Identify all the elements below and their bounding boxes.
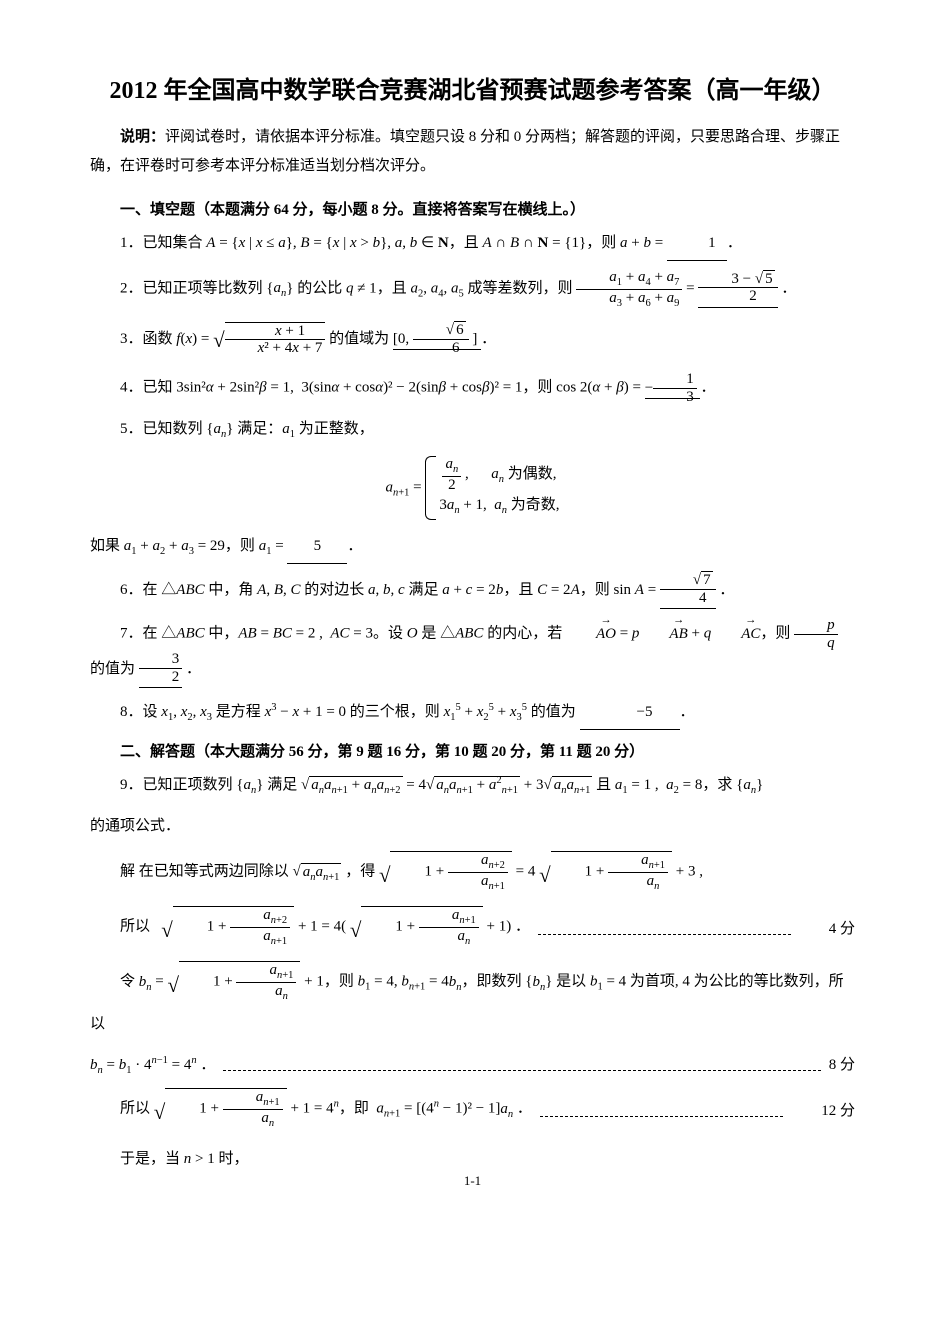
page-container: 2012 年全国高中数学联合竞赛湖北省预赛试题参考答案（高一年级） 说明：评阅试… xyxy=(0,0,945,1214)
problem-3: 3．函数 f(x) = √ x + 1 x² + 4x + 7 的值域为 [0,… xyxy=(90,317,855,363)
p6-answer: √7 4 xyxy=(660,572,716,609)
problem-5: 5．已知数列 {an} 满足：a1 为正整数， xyxy=(90,413,855,446)
p2-answer: 3 − √5 2 xyxy=(698,271,777,308)
p9-end-line: 的通项公式． xyxy=(90,810,855,843)
section2-header: 二、解答题（本大题满分 56 分，第 9 题 16 分，第 10 题 20 分，… xyxy=(90,740,855,761)
instructions-block: 说明：评阅试卷时，请依据本评分标准。填空题只设 8 分和 0 分两档；解答题的评… xyxy=(90,123,855,180)
p9-step2: 所以 √1 + an+2an+1 + 1 = 4( √1 + an+1an + … xyxy=(90,906,855,953)
page-number: 1-1 xyxy=(0,1173,945,1189)
p3-answer: [0, √6 6 ] xyxy=(393,331,481,350)
p6-num: 6． xyxy=(120,582,143,598)
p5-outro: 如果 a1 + a2 + a3 = 29，则 a1 = 5． xyxy=(90,530,855,564)
p1-mid: ，且 xyxy=(449,235,483,251)
section1-header: 一、填空题（本题满分 64 分，每小题 8 分。直接将答案写在横线上。） xyxy=(90,198,855,219)
problem-2: 2．已知正项等比数列 {an} 的公比 q ≠ 1，且 a2, a4, a5 成… xyxy=(90,269,855,309)
p2-pre: 已知正项等比数列 xyxy=(143,280,267,296)
p9-sol-label: 解 xyxy=(120,864,135,880)
p9-step3: 令 bn = √1 + an+1an + 1，则 b1 = 4, bn+1 = … xyxy=(90,961,855,1041)
p9-step4: 所以 √1 + an+1an + 1 = 4n，即 an+1 = [(4n − … xyxy=(90,1088,855,1135)
p9-step3-result: bn = b1 · 4n−1 = 4n ． 8 分 xyxy=(90,1049,855,1082)
p8-num: 8． xyxy=(120,704,143,720)
p1-num: 1． xyxy=(120,235,143,251)
p2-num: 2． xyxy=(120,280,143,296)
instructions-text: 评阅试卷时，请依据本评分标准。填空题只设 8 分和 0 分两档；解答题的评阅，只… xyxy=(90,129,840,174)
p5-answer: 5 xyxy=(287,530,347,564)
p9-score-12: 12 分 xyxy=(791,1095,855,1128)
p3-sqrt-frac: x + 1 x² + 4x + 7 xyxy=(225,322,326,357)
p5-num: 5． xyxy=(120,421,143,437)
p8-answer: −5 xyxy=(580,696,680,730)
p4-num: 4． xyxy=(120,380,143,396)
dash-line xyxy=(540,1107,783,1117)
p4-answer: −13 xyxy=(645,380,701,399)
p5-cases: an+1 = an2 , an 为偶数, 3an + 1, an 为奇数, xyxy=(90,456,855,520)
problem-7: 7．在 △ABC 中，AB = BC = 2 , AC = 3。设 O 是 △A… xyxy=(90,617,855,688)
p9-step1: 解 在已知等式两边同除以 √anan+1 ，得 √1 + an+2an+1 = … xyxy=(90,851,855,898)
p9-score-8: 8 分 xyxy=(829,1049,855,1082)
p9-score-4: 4 分 xyxy=(799,913,855,946)
problem-4: 4．已知 3sin²α + 2sin²β = 1, 3(sinα + cosα)… xyxy=(90,371,855,405)
p7-num: 7． xyxy=(120,626,143,642)
p7-frac: p q xyxy=(794,617,838,651)
p7-answer: 3 2 xyxy=(139,651,183,688)
p3-num: 3． xyxy=(120,331,143,347)
p2-frac: a1 + a4 + a7 a3 + a6 + a9 xyxy=(576,269,682,309)
document-title: 2012 年全国高中数学联合竞赛湖北省预赛试题参考答案（高一年级） xyxy=(90,70,855,105)
p1-pre: 已知集合 xyxy=(143,235,207,251)
problem-8: 8．设 x1, x2, x3 是方程 x3 − x + 1 = 0 的三个根，则… xyxy=(90,696,855,730)
p9-step5: 于是，当 n > 1 时， xyxy=(90,1143,855,1176)
problem-1: 1．已知集合 A = {x | x ≤ a}, B = {x | x > b},… xyxy=(90,227,855,261)
dash-line xyxy=(223,1061,820,1071)
p1-answer: 1 xyxy=(667,227,727,261)
instructions-label: 说明： xyxy=(120,129,165,145)
p9-num: 9． xyxy=(120,777,143,793)
p1-math: A xyxy=(206,235,215,251)
problem-6: 6．在 △ABC 中，角 A, B, C 的对边长 a, b, c 满足 a +… xyxy=(90,572,855,609)
problem-9: 9．已知正项数列 {an} 满足 √anan+1 + anan+2 = 4√an… xyxy=(90,769,855,802)
p1-then: ，则 xyxy=(586,235,620,251)
dash-line xyxy=(538,925,791,935)
